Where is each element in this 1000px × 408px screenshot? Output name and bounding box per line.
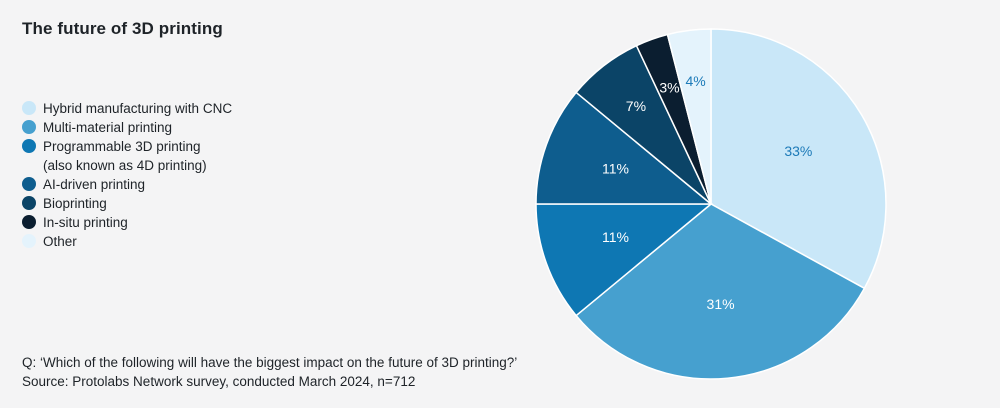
legend-swatch (22, 139, 36, 153)
legend-label: AI-driven printing (43, 177, 146, 192)
slice-value-label: 4% (686, 73, 706, 89)
legend-swatch (22, 177, 36, 191)
chart-legend: Hybrid manufacturing with CNC Multi-mater… (22, 99, 232, 251)
slice-value-label: 11% (602, 229, 629, 245)
footnote: Q: ‘Which of the following will have the… (22, 353, 517, 391)
pie-slice (535, 203, 714, 317)
legend-label: In-situ printing (43, 215, 128, 230)
legend-swatch (22, 120, 36, 134)
pie-slice (535, 91, 714, 205)
legend-item: Multi-material printing (22, 118, 232, 137)
chart-title: The future of 3D printing (22, 19, 223, 38)
legend-item: Other (22, 232, 232, 251)
legend-swatch (22, 196, 36, 210)
survey-question: Q: ‘Which of the following will have the… (22, 355, 518, 370)
legend-item: AI-driven printing (22, 175, 232, 194)
pie-slice (710, 28, 887, 290)
source-note: Source: Protolabs Network survey, conduc… (22, 374, 416, 389)
legend-swatch (22, 215, 36, 229)
pie-slice (666, 28, 712, 205)
legend-item: Programmable 3D printing (also known as … (22, 137, 232, 175)
slice-value-label: 3% (659, 79, 679, 95)
legend-item: In-situ printing (22, 213, 232, 232)
slice-value-label: 31% (707, 296, 735, 312)
slice-value-label: 11% (602, 160, 629, 176)
legend-item: Bioprinting (22, 194, 232, 213)
legend-label: Bioprinting (43, 196, 107, 211)
slice-value-label: 33% (784, 143, 812, 159)
legend-item: Hybrid manufacturing with CNC (22, 99, 232, 118)
legend-label: Hybrid manufacturing with CNC (43, 101, 233, 116)
legend-label: Multi-material printing (43, 120, 173, 135)
legend-label: Programmable 3D printing (also known as … (43, 139, 207, 173)
legend-swatch (22, 234, 36, 248)
legend-swatch (22, 101, 36, 115)
pie-slice (575, 203, 866, 380)
legend-label: Other (43, 234, 77, 249)
slice-value-label: 7% (626, 98, 646, 114)
